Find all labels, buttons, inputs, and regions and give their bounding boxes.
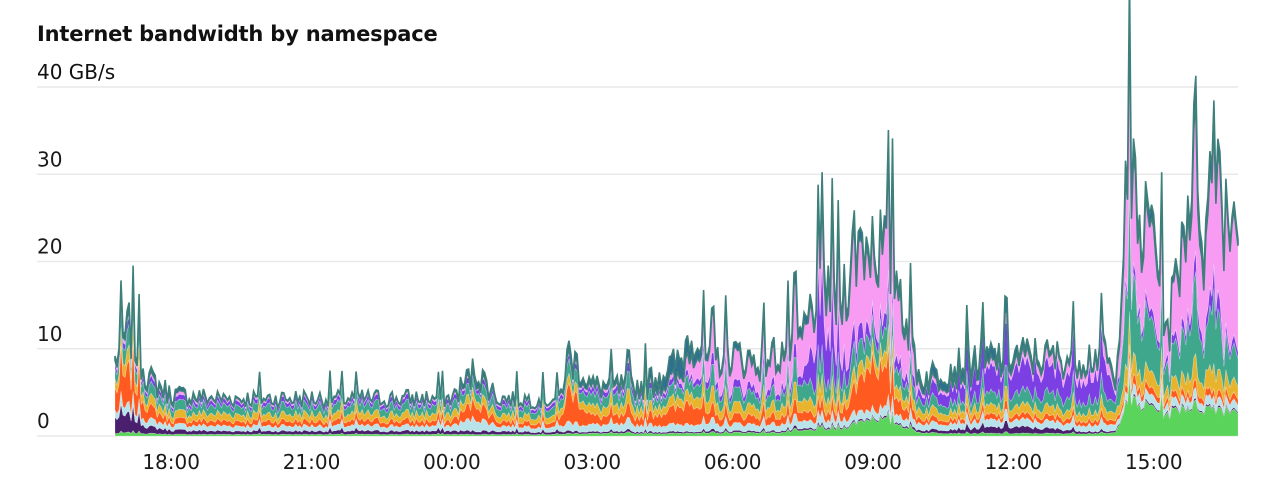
- x-tick-label: 12:00: [985, 450, 1043, 474]
- y-tick-label: 0: [37, 409, 50, 433]
- x-tick-label: 09:00: [844, 450, 902, 474]
- x-axis-ticks: 18:00 21:00 00:00 03:00 06:00 09:00 12:00 15:00: [142, 450, 1182, 474]
- x-tick-label: 06:00: [704, 450, 762, 474]
- y-axis-ticks: 0 10 20 30: [37, 147, 62, 433]
- chart-title: Internet bandwidth by namespace: [37, 22, 438, 46]
- x-tick-label: 15:00: [1125, 450, 1183, 474]
- x-tick-label: 21:00: [283, 450, 341, 474]
- y-tick-label: 30: [37, 147, 62, 171]
- area-series-9: [114, 0, 1239, 412]
- x-tick-label: 03:00: [563, 450, 621, 474]
- y-tick-label: 10: [37, 322, 62, 346]
- y-tick-label: 20: [37, 235, 62, 259]
- y-axis-unit-label: 40 GB/s: [37, 60, 116, 84]
- stacked-areas: [114, 0, 1239, 437]
- x-tick-label: 00:00: [423, 450, 481, 474]
- x-tick-label: 18:00: [142, 450, 200, 474]
